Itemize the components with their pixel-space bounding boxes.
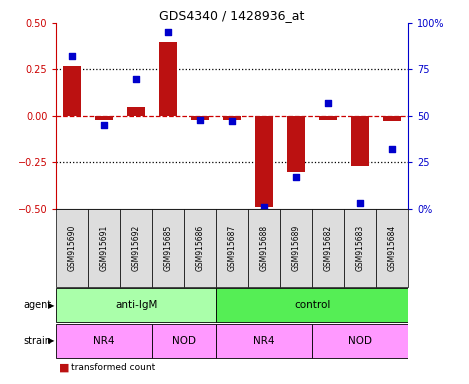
Bar [248, 209, 280, 287]
Point [356, 200, 364, 206]
Text: transformed count: transformed count [71, 362, 156, 372]
Text: GSM915690: GSM915690 [68, 225, 77, 271]
Text: NR4: NR4 [253, 336, 275, 346]
Bar [216, 209, 248, 287]
Bar [255, 116, 273, 207]
Text: NR4: NR4 [93, 336, 115, 346]
Point [292, 174, 300, 180]
Bar [319, 116, 337, 119]
Bar [88, 209, 120, 287]
Point [325, 100, 332, 106]
Bar [120, 209, 152, 287]
Text: NOD: NOD [172, 336, 196, 346]
Point [68, 53, 76, 60]
Point [197, 116, 204, 122]
Text: GSM915684: GSM915684 [387, 225, 397, 271]
Bar [184, 209, 216, 287]
Bar [287, 116, 305, 172]
Text: GSM915687: GSM915687 [227, 225, 237, 271]
Text: ■: ■ [59, 362, 69, 372]
Bar [128, 107, 145, 116]
Bar [280, 209, 312, 287]
Text: GSM915692: GSM915692 [132, 225, 141, 271]
Text: control: control [294, 300, 330, 310]
Title: GDS4340 / 1428936_at: GDS4340 / 1428936_at [159, 9, 305, 22]
Bar [383, 116, 401, 121]
Point [165, 29, 172, 35]
Text: ▶: ▶ [48, 301, 55, 310]
Text: GSM915689: GSM915689 [292, 225, 301, 271]
Bar [312, 209, 344, 287]
Text: strain: strain [23, 336, 52, 346]
Point [100, 122, 108, 128]
Point [388, 146, 396, 152]
Text: GSM915683: GSM915683 [356, 225, 364, 271]
Text: ▶: ▶ [48, 336, 55, 345]
Bar [63, 66, 81, 116]
Text: NOD: NOD [348, 336, 372, 346]
Bar [159, 41, 177, 116]
Text: GSM915686: GSM915686 [196, 225, 204, 271]
Text: GSM915682: GSM915682 [324, 225, 333, 271]
Bar [312, 324, 408, 358]
Bar [216, 324, 312, 358]
Bar [216, 288, 408, 322]
Bar [376, 209, 408, 287]
Bar [223, 116, 241, 119]
Text: GSM915688: GSM915688 [260, 225, 269, 271]
Bar [152, 209, 184, 287]
Point [228, 118, 236, 124]
Bar [96, 116, 113, 119]
Text: anti-IgM: anti-IgM [115, 300, 158, 310]
Bar [56, 288, 216, 322]
Bar [56, 209, 88, 287]
Bar [351, 116, 369, 166]
Bar [56, 324, 152, 358]
Point [260, 204, 268, 210]
Bar [344, 209, 376, 287]
Text: GSM915685: GSM915685 [164, 225, 173, 271]
Text: GSM915691: GSM915691 [100, 225, 109, 271]
Bar [191, 116, 209, 119]
Text: agent: agent [23, 300, 52, 310]
Point [132, 76, 140, 82]
Bar [152, 324, 216, 358]
